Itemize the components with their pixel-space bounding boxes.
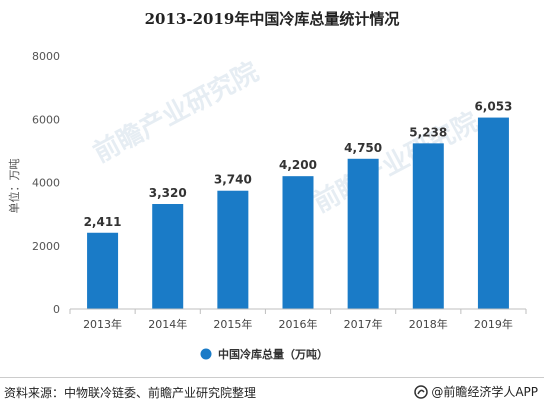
x-tick-label: 2019年 (474, 317, 513, 331)
legend-marker (200, 348, 212, 360)
legend-label: 中国冷库总量（万吨） (218, 347, 328, 361)
brand-text: @前瞻经济学人APP (431, 385, 538, 399)
data-label: 3,320 (149, 186, 187, 200)
chart-title: 2013-2019年中国冷库总量统计情况 (144, 10, 400, 28)
bar-2019年 (477, 117, 509, 309)
x-tick-label: 2015年 (213, 317, 252, 331)
y-tick-label: 4000 (32, 177, 60, 190)
data-label: 4,200 (279, 158, 317, 172)
x-tick-label: 2016年 (279, 317, 318, 331)
bar-2015年 (217, 190, 249, 309)
bar-2018年 (412, 143, 444, 309)
x-tick-label: 2018年 (409, 317, 448, 331)
y-tick-label: 8000 (32, 50, 60, 63)
y-tick-label: 6000 (32, 113, 60, 126)
y-tick-label: 2000 (32, 240, 60, 253)
x-tick-label: 2013年 (83, 317, 122, 331)
legend: 中国冷库总量（万吨） (200, 347, 328, 361)
x-tick-label: 2014年 (148, 317, 187, 331)
bar-chart: 前瞻产业研究院 前瞻产业研究院 0 2000 4000 6000 8000 2,411 3,… (7, 50, 527, 361)
brand-logo-icon (414, 384, 429, 399)
y-axis-ticks: 0 2000 4000 6000 8000 (32, 50, 60, 316)
data-label: 4,750 (344, 141, 382, 155)
data-label: 3,740 (214, 173, 252, 187)
watermark-text-1: 前瞻产业研究院 (88, 56, 263, 169)
brand-credit: @前瞻经济学人APP (414, 383, 538, 400)
y-axis-label: 单位：万吨 (7, 159, 21, 214)
data-label: 6,053 (474, 100, 512, 114)
bar-2013年 (87, 232, 119, 309)
source-note: 资料来源：中物联冷链委、前瞻产业研究院整理 (4, 386, 257, 400)
bars: 2,411 3,320 3,740 4,200 4,750 5,238 6,053 (84, 100, 512, 309)
bar-2017年 (347, 158, 379, 309)
data-label: 2,411 (84, 215, 122, 229)
watermark-text-2: 前瞻产业研究院 (308, 106, 483, 219)
x-axis: 2013年 2014年 2015年 2016年 2017年 2018年 2019年 (69, 308, 527, 331)
footer-divider (0, 377, 544, 378)
x-tick-label: 2017年 (344, 317, 383, 331)
bar-2016年 (282, 176, 314, 309)
data-label: 5,238 (409, 125, 447, 139)
bar-2014年 (152, 204, 184, 309)
y-tick-label: 0 (53, 303, 60, 316)
